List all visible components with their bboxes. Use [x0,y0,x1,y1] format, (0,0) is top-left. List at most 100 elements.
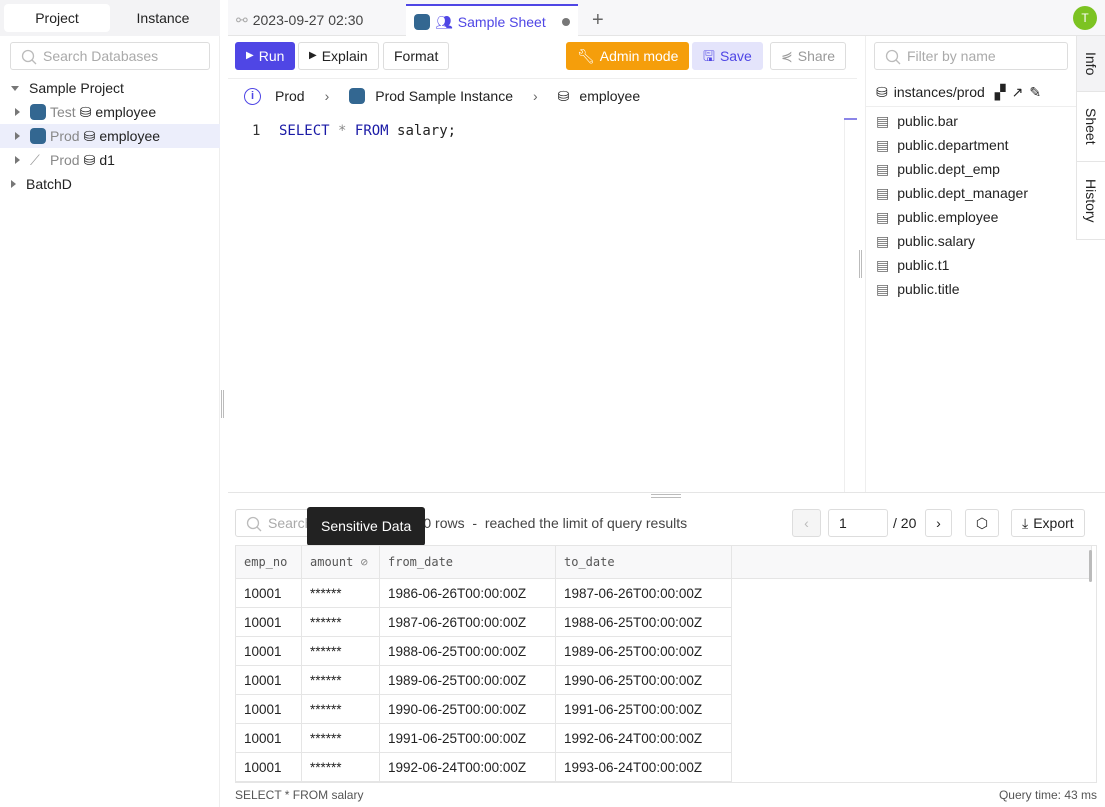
table-row: 10001 ****** 1986-06-26T00:00:00Z 1987-06-2… [236,578,1092,608]
table-icon: ▤ [876,209,890,225]
table-cell[interactable]: 1991-06-25T00:00:00Z [555,694,732,724]
column-header[interactable]: amount ⊘ [301,546,380,579]
table-item[interactable]: ▤ public.title [866,277,1076,301]
share-button[interactable]: ⋞ Share [770,42,847,70]
table-item[interactable]: ▤ public.t1 [866,253,1076,277]
table-cell[interactable]: ****** [301,723,380,753]
table-cell[interactable]: 1987-06-26T00:00:00Z [555,578,732,608]
mask-icon: ⬡ [975,515,989,531]
edit-icon[interactable]: ✎ [1029,83,1042,100]
sql-editor[interactable]: 1 SELECT * FROM salary; [252,123,457,139]
tab-sheet-2023[interactable]: ⚯ 2023-09-27 02:30 [228,4,406,36]
tab-instance[interactable]: Instance [136,10,190,26]
table-cell[interactable]: 10001 [236,694,302,724]
table-item[interactable]: ▤ public.salary [866,229,1076,253]
tab-project[interactable]: Project [4,4,110,32]
table-cell-empty [732,724,1092,753]
table-cell[interactable]: ****** [301,752,380,782]
schema-diagram-icon[interactable]: ▞ [994,83,1006,100]
table-cell[interactable]: 10001 [236,752,302,782]
table-cell[interactable]: 10001 [236,636,302,666]
table-list: ▤ public.bar ▤ public.department ▤ public.dep… [866,109,1076,301]
table-cell[interactable]: 1988-06-25T00:00:00Z [379,636,556,666]
table-cell[interactable]: ****** [301,607,380,637]
tree-project[interactable]: Sample Project [0,76,220,100]
table-cell[interactable]: 1988-06-25T00:00:00Z [555,607,732,637]
tree-batchd[interactable]: BatchD [0,172,220,196]
table-cell[interactable]: 10001 [236,607,302,637]
panel-resize-handle[interactable] [859,250,862,278]
tree-item-prod-d1[interactable]: ⟋ Prod ⛁ d1 [0,148,220,172]
next-page-button[interactable]: › [925,509,952,537]
table-icon: ▤ [876,281,890,297]
table-item[interactable]: ▤ public.dept_manager [866,181,1076,205]
table-item[interactable]: ▤ public.department [866,133,1076,157]
table-cell[interactable]: 1989-06-25T00:00:00Z [379,665,556,695]
save-button[interactable]: 🖫 Save [692,42,763,70]
table-cell[interactable]: 1993-06-24T00:00:00Z [555,752,732,782]
table-cell[interactable]: 1992-06-24T00:00:00Z [555,723,732,753]
export-button[interactable]: ⤓ Export [1011,509,1085,537]
sidebar-resize-handle[interactable] [221,390,224,418]
table-cell[interactable]: 1992-06-24T00:00:00Z [379,752,556,782]
search-databases-input[interactable]: Search Databases [10,42,210,70]
table-cell[interactable]: ****** [301,578,380,608]
table-cell[interactable]: 1990-06-25T00:00:00Z [379,694,556,724]
chevron-right-icon: › [533,88,538,104]
table-item[interactable]: ▤ public.bar [866,109,1076,133]
table-item[interactable]: ▤ public.employee [866,205,1076,229]
page-input[interactable]: 1 [828,509,888,537]
avatar[interactable]: T [1073,6,1097,30]
divider [844,120,845,492]
format-button[interactable]: Format [383,42,450,70]
table-row: 10001 ****** 1987-06-26T00:00:00Z 1988-06-2… [236,607,1092,637]
table-cell[interactable]: 10001 [236,665,302,695]
tree-item-test-employee[interactable]: Test ⛁ employee [0,100,220,124]
tab-sheet[interactable]: Sheet [1076,92,1105,162]
run-button[interactable]: ▶ Run [235,42,296,70]
admin-mode-button[interactable]: 🔧︎ Admin mode [566,42,690,70]
explain-button[interactable]: ▶ Explain [298,42,379,70]
breadcrumb: i Prod › Prod Sample Instance › ⛁ employ… [244,86,640,106]
results-resize-handle[interactable] [651,494,681,498]
tab-history[interactable]: History [1076,162,1105,240]
footer-sql: SELECT * FROM salary [235,788,364,802]
results-search-input[interactable]: Search [235,509,355,537]
query-time: Query time: 43 ms [998,788,1097,802]
add-tab-button[interactable]: + [592,9,604,31]
tab-info[interactable]: Info [1076,36,1105,92]
download-icon: ⤓ [1022,515,1029,531]
info-icon[interactable]: i [244,87,261,105]
chevron-right-icon [15,132,20,140]
table-row: 10001 ****** 1990-06-25T00:00:00Z 1991-06-2… [236,694,1092,724]
table-cell[interactable]: 1990-06-25T00:00:00Z [555,665,732,695]
scrollbar[interactable] [1089,550,1092,582]
table-cell[interactable]: 1989-06-25T00:00:00Z [555,636,732,666]
sensitive-data-tooltip: Sensitive Data [307,507,426,551]
column-header[interactable]: emp_no [236,546,302,579]
column-header[interactable]: from_date [379,546,556,579]
external-link-icon[interactable]: ↗ [1011,83,1024,100]
filter-input[interactable]: Filter by name [874,42,1068,70]
tab-sample-sheet[interactable]: 👥︎ Sample Sheet [406,4,578,37]
table-icon: ▤ [876,257,890,273]
results-table-container: emp_no amount ⊘ from_date to_date 10001 *****… [235,545,1097,783]
prev-page-button[interactable]: ‹ [792,509,821,537]
tree-item-prod-employee[interactable]: Prod ⛁ employee [0,124,220,148]
table-cell[interactable]: ****** [301,665,380,695]
table-cell[interactable]: ****** [301,694,380,724]
eye-off-icon: ⊘ [360,555,368,569]
table-cell[interactable]: 10001 [236,578,302,608]
table-cell[interactable]: 1987-06-26T00:00:00Z [379,607,556,637]
column-header[interactable]: to_date [555,546,732,579]
database-icon: ⛁ [557,87,570,104]
postgres-icon [30,104,46,120]
results-table: emp_no amount ⊘ from_date to_date 10001 *****… [236,546,1092,782]
table-cell[interactable]: 1991-06-25T00:00:00Z [379,723,556,753]
table-cell[interactable]: 1986-06-26T00:00:00Z [379,578,556,608]
table-cell[interactable]: ****** [301,636,380,666]
table-item[interactable]: ▤ public.dept_emp [866,157,1076,181]
sensitive-mask-button[interactable]: ⬡ [965,509,999,537]
scrollbar[interactable] [844,118,857,120]
table-cell[interactable]: 10001 [236,723,302,753]
